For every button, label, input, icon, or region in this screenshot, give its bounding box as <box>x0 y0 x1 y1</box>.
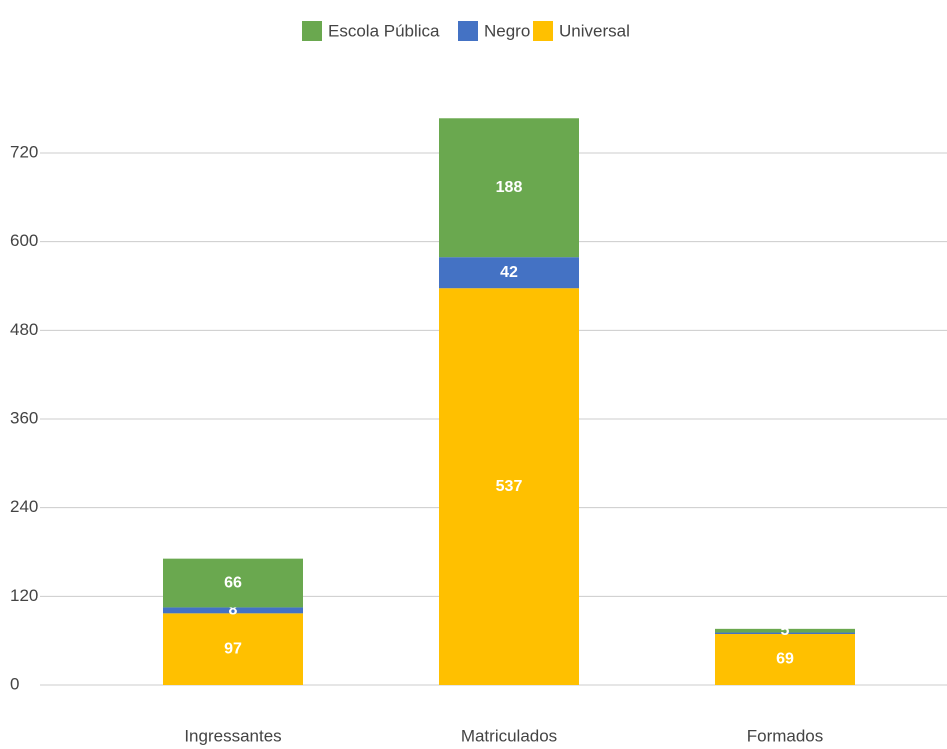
bar-segment <box>439 257 579 289</box>
legend-swatch <box>533 21 553 41</box>
legend-label: Negro <box>484 21 530 40</box>
x-tick-label: Formados <box>747 726 824 745</box>
bar-segment <box>715 628 855 633</box>
legend-swatch <box>458 21 478 41</box>
y-tick-label: 120 <box>10 586 38 605</box>
value-label: 69 <box>776 651 794 668</box>
value-label: 66 <box>224 574 242 591</box>
y-tick-label: 720 <box>10 142 38 161</box>
value-label: 5 <box>781 622 790 639</box>
bar-segment <box>163 613 303 685</box>
x-tick-label: Matriculados <box>461 726 557 745</box>
y-tick-label: 480 <box>10 320 38 339</box>
value-label: 537 <box>496 478 523 495</box>
bar-segment <box>163 607 303 614</box>
bar-segment <box>715 634 855 685</box>
value-label: 42 <box>500 264 518 281</box>
bar-segment <box>715 632 855 635</box>
legend-label: Universal <box>559 21 630 40</box>
legend-swatch <box>302 21 322 41</box>
bar-segment <box>163 558 303 608</box>
bar-segment <box>439 118 579 258</box>
x-tick-label: Ingressantes <box>184 726 281 745</box>
y-tick-label: 600 <box>10 231 38 250</box>
y-tick-label: 360 <box>10 408 38 427</box>
value-label: 8 <box>229 602 238 619</box>
y-tick-label: 240 <box>10 497 38 516</box>
value-label: 97 <box>224 640 242 657</box>
bar-segment <box>439 288 579 685</box>
y-tick-label: 0 <box>10 674 19 693</box>
legend-label: Escola Pública <box>328 21 440 40</box>
value-label: 188 <box>496 179 523 196</box>
